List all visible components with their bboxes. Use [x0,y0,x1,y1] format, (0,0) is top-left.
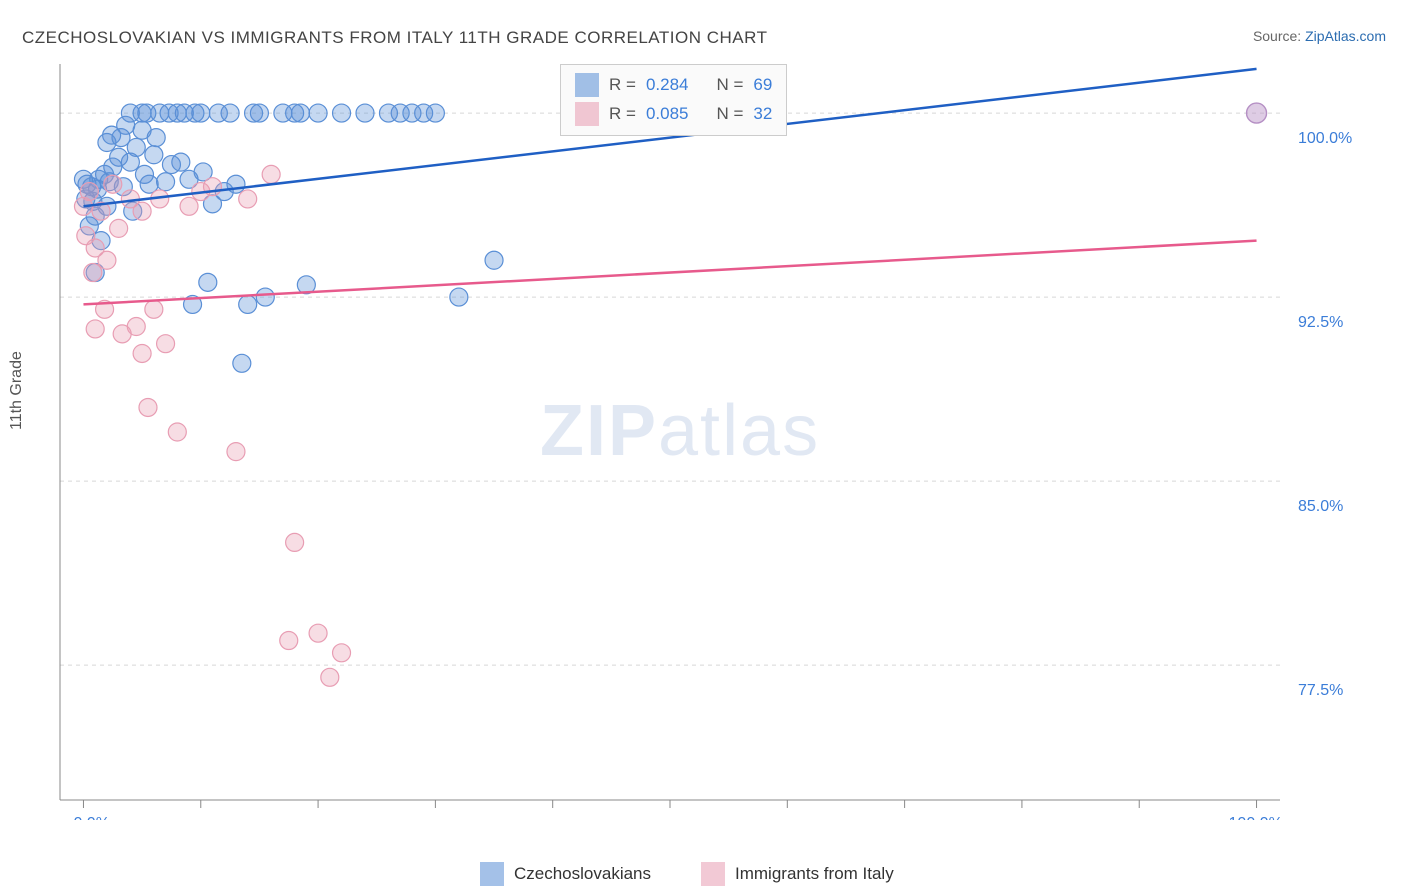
source-attribution: Source: ZipAtlas.com [1253,28,1386,44]
svg-text:92.5%: 92.5% [1298,314,1343,331]
legend-label: Czechoslovakians [514,864,651,884]
legend-swatch-icon [575,102,599,126]
svg-text:85.0%: 85.0% [1298,498,1343,515]
n-value: 69 [753,71,772,100]
svg-text:77.5%: 77.5% [1298,682,1343,699]
legend-item-czech: Czechoslovakians [480,862,651,886]
n-label: N = [716,71,743,100]
r-label: R = [609,71,636,100]
legend-swatch-icon [480,862,504,886]
legend-item-italy: Immigrants from Italy [701,862,894,886]
r-label: R = [609,100,636,129]
chart-area: 77.5% 85.0% 92.5% 100.0% 0.0% 100.0% [56,60,1386,820]
y-axis-label: 11th Grade [8,351,26,430]
r-value: 0.284 [646,71,689,100]
scatter-chart-svg: 77.5% 85.0% 92.5% 100.0% 0.0% 100.0% [56,60,1386,820]
svg-text:100.0%: 100.0% [1229,815,1283,820]
legend-row: R = 0.284 N = 69 [575,71,772,100]
legend-label: Immigrants from Italy [735,864,894,884]
legend-swatch-icon [575,73,599,97]
source-prefix: Source: [1253,28,1305,44]
series-legend: Czechoslovakians Immigrants from Italy [480,862,894,886]
n-value: 32 [753,100,772,129]
correlation-legend: R = 0.284 N = 69 R = 0.085 N = 32 [560,64,787,136]
chart-title: CZECHOSLOVAKIAN VS IMMIGRANTS FROM ITALY… [22,28,767,48]
svg-text:100.0%: 100.0% [1298,130,1352,147]
source-link[interactable]: ZipAtlas.com [1305,28,1386,44]
n-label: N = [716,100,743,129]
legend-row: R = 0.085 N = 32 [575,100,772,129]
r-value: 0.085 [646,100,689,129]
svg-text:0.0%: 0.0% [73,815,109,820]
legend-swatch-icon [701,862,725,886]
